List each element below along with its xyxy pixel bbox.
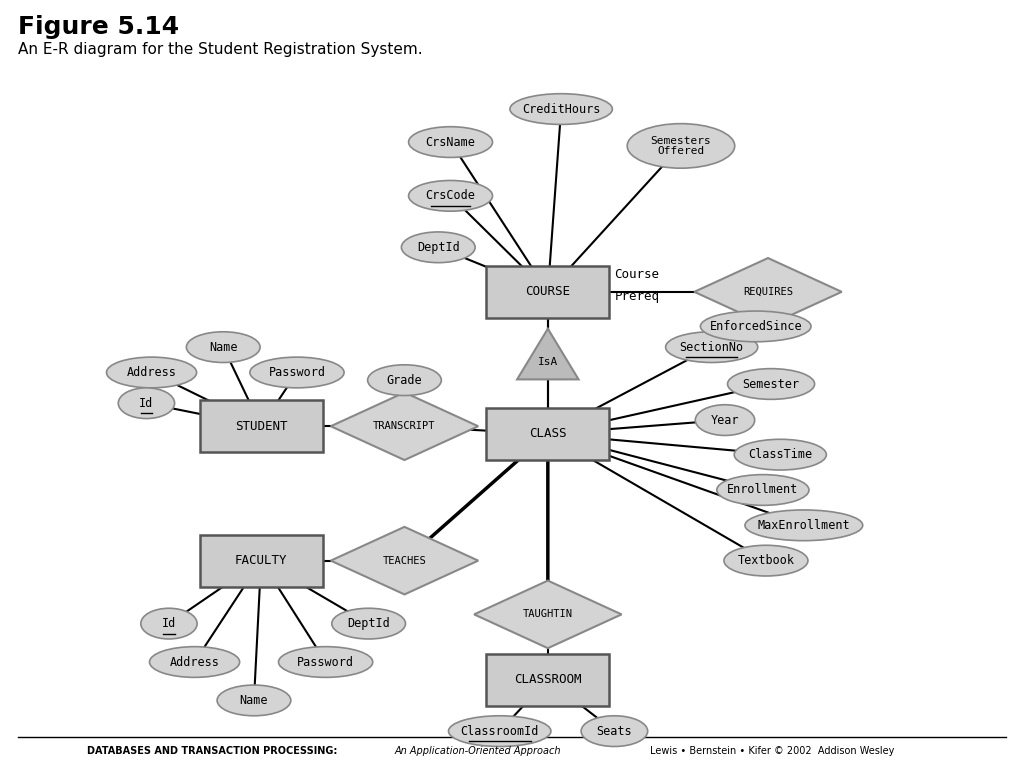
Text: TEACHES: TEACHES [383,555,426,566]
Ellipse shape [279,647,373,677]
Text: DATABASES AND TRANSACTION PROCESSING:: DATABASES AND TRANSACTION PROCESSING: [87,746,338,756]
Text: Lewis • Bernstein • Kifer © 2002  Addison Wesley: Lewis • Bernstein • Kifer © 2002 Addison… [650,746,895,756]
Ellipse shape [666,332,758,362]
Text: FACULTY: FACULTY [234,554,288,567]
FancyBboxPatch shape [200,535,323,587]
Ellipse shape [449,716,551,746]
Text: CrsCode: CrsCode [426,190,475,202]
Text: CLASSROOM: CLASSROOM [514,674,582,686]
Text: Address: Address [170,656,219,668]
FancyBboxPatch shape [486,654,609,706]
Ellipse shape [700,311,811,342]
Text: CreditHours: CreditHours [522,103,600,115]
Ellipse shape [717,475,809,505]
Ellipse shape [118,388,174,419]
Ellipse shape [734,439,826,470]
Text: EnforcedSince: EnforcedSince [710,320,802,333]
Ellipse shape [695,405,755,435]
Ellipse shape [409,180,493,211]
Text: Password: Password [268,366,326,379]
Text: Id: Id [139,397,154,409]
Text: CrsName: CrsName [426,136,475,148]
Text: An E-R diagram for the Student Registration System.: An E-R diagram for the Student Registrat… [18,42,423,58]
Text: REQUIRES: REQUIRES [743,286,793,297]
Ellipse shape [727,369,815,399]
Polygon shape [517,329,579,379]
Text: Password: Password [297,656,354,668]
Ellipse shape [141,608,197,639]
Text: DeptId: DeptId [347,617,390,630]
Text: Prereq: Prereq [614,290,659,303]
Text: MaxEnrollment: MaxEnrollment [758,519,850,531]
Text: CLASS: CLASS [529,428,566,440]
Polygon shape [331,392,478,460]
Text: DeptId: DeptId [417,241,460,253]
Ellipse shape [401,232,475,263]
Ellipse shape [409,127,493,157]
FancyBboxPatch shape [200,400,323,452]
Text: IsA: IsA [538,357,558,368]
Text: ClassroomId: ClassroomId [461,725,539,737]
Text: TAUGHTIN: TAUGHTIN [523,609,572,620]
Ellipse shape [217,685,291,716]
Text: Semester: Semester [742,378,800,390]
Text: TRANSCRIPT: TRANSCRIPT [373,421,436,432]
Text: Id: Id [162,617,176,630]
Polygon shape [474,581,622,648]
Text: Enrollment: Enrollment [727,484,799,496]
Ellipse shape [250,357,344,388]
FancyBboxPatch shape [486,408,609,460]
Text: SectionNo: SectionNo [680,341,743,353]
Text: Figure 5.14: Figure 5.14 [18,15,179,39]
Ellipse shape [332,608,406,639]
Text: STUDENT: STUDENT [234,420,288,432]
Text: Course: Course [614,269,659,281]
Ellipse shape [724,545,808,576]
Ellipse shape [582,716,647,746]
Text: COURSE: COURSE [525,286,570,298]
Text: Year: Year [711,414,739,426]
Ellipse shape [106,357,197,388]
Text: ClassTime: ClassTime [749,449,812,461]
Ellipse shape [150,647,240,677]
Text: Name: Name [209,341,238,353]
Polygon shape [694,258,842,326]
Text: Textbook: Textbook [737,554,795,567]
Text: Seats: Seats [597,725,632,737]
Text: An Application-Oriented Approach: An Application-Oriented Approach [394,746,561,756]
FancyBboxPatch shape [486,266,609,318]
Text: Name: Name [240,694,268,707]
Ellipse shape [745,510,862,541]
Ellipse shape [510,94,612,124]
Polygon shape [331,527,478,594]
Ellipse shape [186,332,260,362]
Text: Grade: Grade [387,374,422,386]
Ellipse shape [368,365,441,396]
Ellipse shape [627,124,735,168]
Text: Semesters
Offered: Semesters Offered [650,135,712,157]
Text: Address: Address [127,366,176,379]
